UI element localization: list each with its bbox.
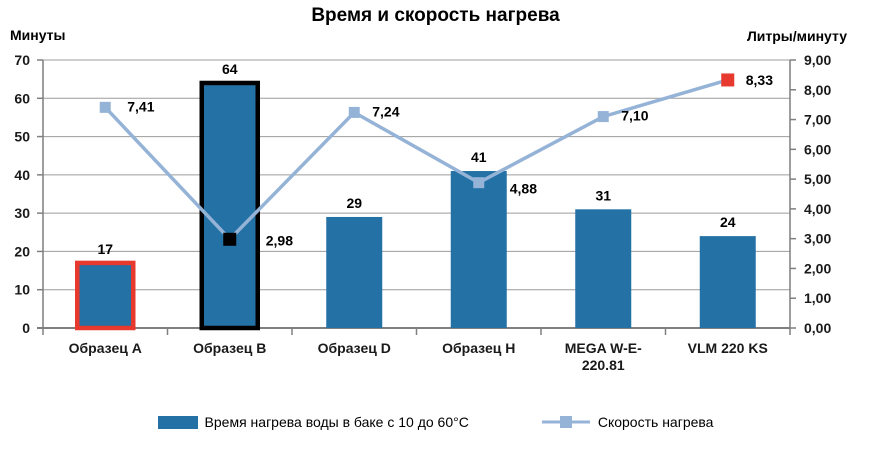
bar-series-swatch: [157, 415, 198, 429]
right-axis-tick-label: 8,00: [804, 82, 831, 98]
bar: [326, 216, 383, 328]
bar: [75, 260, 136, 331]
bar: [199, 80, 260, 331]
bar: [450, 171, 507, 328]
line-marker: [597, 111, 609, 123]
line-marker: [223, 232, 237, 246]
bar: [575, 209, 632, 328]
bar-value-label: 31: [595, 187, 611, 203]
right-axis-title: Литры/минуту: [746, 28, 847, 44]
right-axis-tick-label: 0,00: [804, 320, 831, 336]
legend-item-line-series: Скорость нагрева: [541, 414, 714, 430]
chart-title: Время и скорость нагрева: [311, 5, 560, 26]
bar-value-label: 64: [222, 61, 238, 77]
category-label: Образец A: [69, 340, 142, 356]
bar: [699, 236, 756, 328]
legend-label-line-series: Скорость нагрева: [597, 414, 714, 430]
line-marker: [348, 106, 360, 118]
right-axis-tick-label: 1,00: [804, 290, 831, 306]
line-value-label: 2,98: [266, 232, 293, 248]
legend-label-bar-series: Время нагрева воды в баке с 10 до 60°С: [204, 414, 469, 430]
line-value-label: 7,41: [127, 98, 154, 114]
category-label: Образец D: [318, 340, 391, 356]
bar-value-label: 41: [471, 149, 487, 165]
right-axis-tick-label: 5,00: [804, 171, 831, 187]
left-axis-tick-label: 60: [14, 90, 30, 106]
bar-value-label: 17: [97, 241, 113, 257]
legend-item-bar-series: Время нагрева воды в баке с 10 до 60°С: [157, 414, 469, 430]
category-label: VLM 220 KS: [688, 340, 768, 356]
right-axis-tick-label: 7,00: [804, 112, 831, 128]
right-axis-tick-label: 6,00: [804, 141, 831, 157]
left-axis-tick-label: 0: [22, 320, 30, 336]
left-axis-title: Минуты: [10, 27, 66, 43]
left-axis-tick-label: 50: [14, 129, 30, 145]
right-axis-tick-label: 4,00: [804, 201, 831, 217]
line-series: [103, 78, 730, 242]
category-label: Образец H: [442, 340, 515, 356]
left-axis-tick-label: 70: [14, 52, 30, 68]
plot-area: 0 10 20 30 40 50 60 70 0,00 1,00 2,00 3,00 4,00 5,00 6…: [14, 52, 831, 373]
line-marker: [473, 177, 485, 189]
left-axis-tick-label: 10: [14, 282, 30, 298]
legend: Время нагрева воды в баке с 10 до 60°С С…: [0, 414, 871, 430]
line-value-label: 8,33: [746, 72, 773, 88]
left-axis-tick-label: 40: [14, 167, 30, 183]
line-marker: [721, 73, 735, 87]
bar-value-label: 24: [720, 214, 736, 230]
line-value-label: 7,24: [372, 103, 399, 119]
line-series-swatch: [541, 416, 590, 428]
right-axis-tick-label: 3,00: [804, 231, 831, 247]
right-axis-tick-label: 2,00: [804, 260, 831, 276]
right-axis-tick-label: 9,00: [804, 52, 831, 68]
category-label: MEGA W-E-220.81: [565, 340, 642, 373]
category-label: Образец B: [193, 340, 266, 356]
line-marker: [99, 101, 111, 113]
line-value-label: 7,10: [621, 108, 648, 124]
line-value-label: 4,88: [510, 181, 537, 197]
left-axis-tick-label: 30: [14, 205, 30, 221]
left-axis-tick-label: 20: [14, 243, 30, 259]
bar-value-label: 29: [346, 195, 362, 211]
